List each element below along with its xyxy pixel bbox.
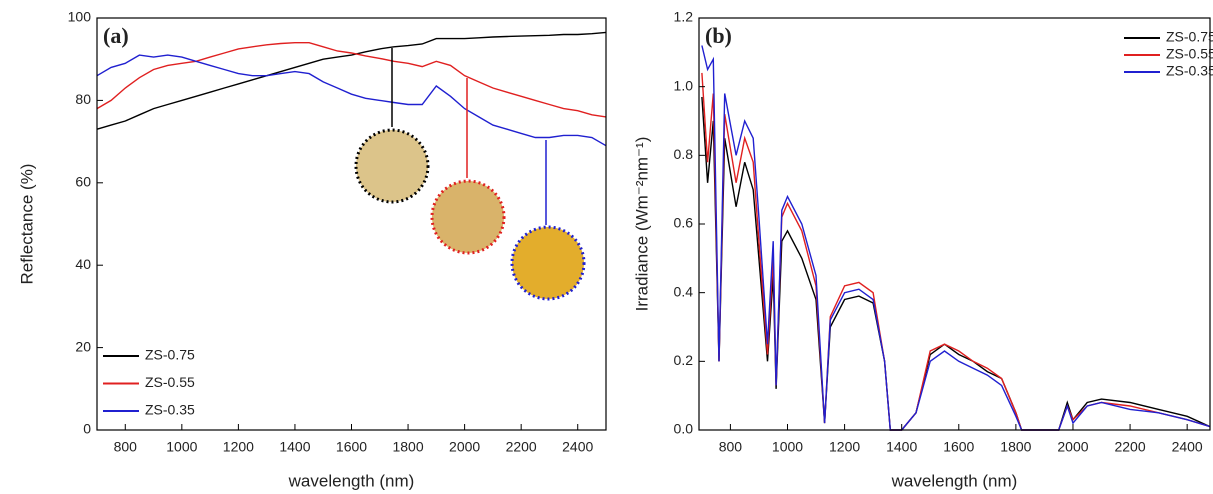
legend-label: ZS-0.55	[1166, 46, 1213, 62]
x-tick-label: 1400	[279, 439, 310, 455]
x-tick-label: 1600	[336, 439, 367, 455]
x-tick-label: 1800	[1000, 439, 1031, 455]
y-tick-label: 40	[75, 256, 91, 272]
x-tick-label: 1000	[166, 439, 197, 455]
y-tick-label: 1.0	[674, 77, 694, 93]
y-axis-label: Reflectance (%)	[17, 164, 36, 285]
panel-label: (b)	[705, 23, 732, 48]
y-tick-label: 0.6	[674, 215, 694, 231]
legend-label: ZS-0.35	[1166, 63, 1213, 79]
x-tick-label: 1200	[829, 439, 860, 455]
sample-photos	[354, 48, 586, 301]
legend-label: ZS-0.35	[145, 402, 195, 418]
panel: 800 1000 1200 1400 1600 1800 2000 2200 2400 0.0 0.…	[632, 9, 1213, 491]
y-tick-label: 0	[83, 421, 91, 437]
data-line	[96, 42, 607, 118]
x-tick-label: 2000	[449, 439, 480, 455]
y-tick-label: 0.8	[674, 146, 694, 162]
y-axis-label: Irradiance (Wm⁻²nm⁻¹)	[632, 137, 651, 312]
plot-frame	[96, 17, 607, 431]
y-tick-label: 0.2	[674, 352, 694, 368]
photo	[510, 225, 586, 301]
x-axis-label: wavelength (nm)	[288, 471, 415, 490]
y-tick-label: 1.2	[674, 9, 694, 25]
x-tick-label: 800	[719, 439, 743, 455]
x-tick-label: 2400	[1172, 439, 1203, 455]
x-tick-label: 800	[114, 439, 138, 455]
x-tick-label: 1600	[943, 439, 974, 455]
x-tick-label: 1800	[392, 439, 423, 455]
data-line	[701, 96, 1211, 431]
x-tick-label: 2200	[1114, 439, 1145, 455]
x-tick-label: 1000	[772, 439, 803, 455]
legend-label: ZS-0.75	[1166, 29, 1213, 45]
x-tick-label: 2200	[506, 439, 537, 455]
y-tick-label: 0.0	[674, 421, 694, 437]
legend-label: ZS-0.75	[145, 347, 195, 363]
data-line	[701, 72, 1211, 431]
x-axis-label: wavelength (nm)	[891, 471, 1018, 490]
x-tick-label: 1400	[886, 439, 917, 455]
panel: 800 1000 1200 1400 1600 1800 2000 2200 2400 0 20 40…	[17, 9, 607, 490]
data-line	[96, 54, 607, 147]
data-line	[96, 31, 607, 130]
x-tick-label: 2000	[1057, 439, 1088, 455]
data-line	[701, 45, 1211, 431]
legend-label: ZS-0.55	[145, 374, 195, 390]
x-tick-label: 1200	[223, 439, 254, 455]
photo	[430, 179, 506, 255]
y-tick-label: 80	[75, 91, 91, 107]
x-tick-label: 2400	[562, 439, 593, 455]
panel-label: (a)	[103, 23, 129, 48]
y-tick-label: 20	[75, 338, 91, 354]
y-tick-label: 0.4	[674, 283, 694, 299]
y-tick-label: 100	[68, 9, 92, 25]
y-tick-label: 60	[75, 174, 91, 190]
photo	[354, 128, 430, 204]
